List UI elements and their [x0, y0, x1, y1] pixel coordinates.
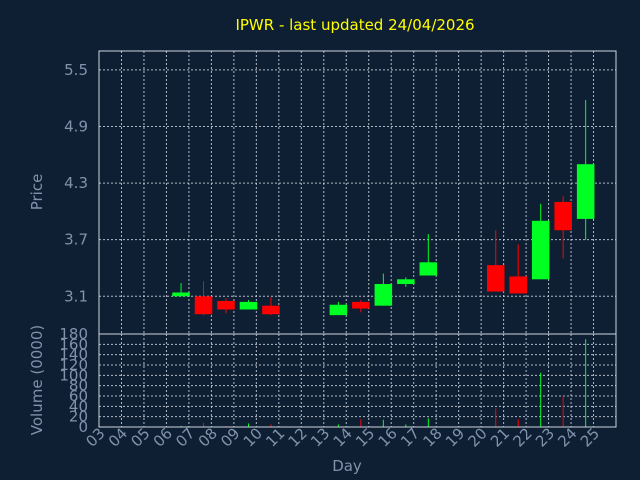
- candle-body: [352, 301, 370, 309]
- candle: [329, 301, 348, 316]
- candle-body: [531, 220, 550, 280]
- candle: [576, 100, 595, 240]
- candle: [217, 298, 235, 314]
- candle-body: [486, 265, 505, 292]
- volume-y-tick-label: 140: [59, 346, 88, 364]
- x-axis-ticks: 0304050607080910111213141516171819202122…: [82, 424, 603, 450]
- candle-body: [554, 201, 572, 231]
- candle: [194, 281, 213, 316]
- candle: [239, 300, 258, 310]
- candle-body: [419, 262, 438, 276]
- volume-y-tick-label: 20: [69, 408, 88, 426]
- volume-y-tick-label: 160: [59, 335, 88, 353]
- x-axis-label: Day: [332, 457, 362, 475]
- chart-title: IPWR - last updated 24/04/2026: [235, 16, 474, 34]
- candle: [419, 234, 438, 276]
- volume-bars: [180, 339, 587, 427]
- candle-body: [509, 276, 527, 294]
- candle: [531, 203, 550, 280]
- volume-y-tick-label: 0: [78, 418, 88, 436]
- volume-y-tick-label: 100: [59, 366, 88, 384]
- candle: [397, 277, 415, 287]
- price-y-tick-label: 3.7: [64, 231, 88, 249]
- volume-y-tick-label: 80: [69, 377, 88, 395]
- candle-body: [217, 300, 235, 310]
- volume-y-tick-label: 180: [59, 325, 88, 343]
- candle-body: [374, 284, 393, 306]
- candle-body: [172, 292, 190, 297]
- candle: [486, 230, 505, 292]
- candle: [352, 300, 370, 313]
- candle: [262, 297, 280, 316]
- volume-axis-label: Volume (0000): [28, 325, 46, 435]
- candle: [172, 283, 190, 297]
- price-grid: [99, 51, 616, 334]
- price-panel: 5.5 4.9 4.3 3.7 3.1 Price: [28, 50, 617, 335]
- candle: [554, 196, 572, 259]
- volume-y-tick-label: 120: [59, 356, 88, 374]
- candle-body: [397, 279, 415, 285]
- candle-body: [239, 301, 258, 310]
- price-axis-label: Price: [28, 174, 46, 211]
- price-y-tick-label: 4.3: [64, 174, 88, 192]
- candle-body: [262, 305, 280, 315]
- price-y-ticks: 5.5 4.9 4.3 3.7 3.1: [64, 61, 88, 305]
- candle: [374, 273, 393, 306]
- volume-frame: [98, 333, 617, 428]
- candle: [509, 244, 527, 294]
- volume-y-tick-label: 60: [69, 387, 88, 405]
- volume-y-tick-label: 40: [69, 397, 88, 415]
- price-y-tick-label: 3.1: [64, 287, 88, 305]
- price-y-tick-label: 5.5: [64, 61, 88, 79]
- price-y-tick-label: 4.9: [64, 117, 88, 135]
- x-tick-label: 25: [577, 424, 603, 450]
- volume-grid: [99, 333, 616, 428]
- candle-body: [576, 164, 595, 219]
- price-candles: [172, 100, 595, 316]
- candle-body: [194, 296, 213, 315]
- candle-body: [329, 304, 348, 316]
- price-frame: [98, 50, 617, 335]
